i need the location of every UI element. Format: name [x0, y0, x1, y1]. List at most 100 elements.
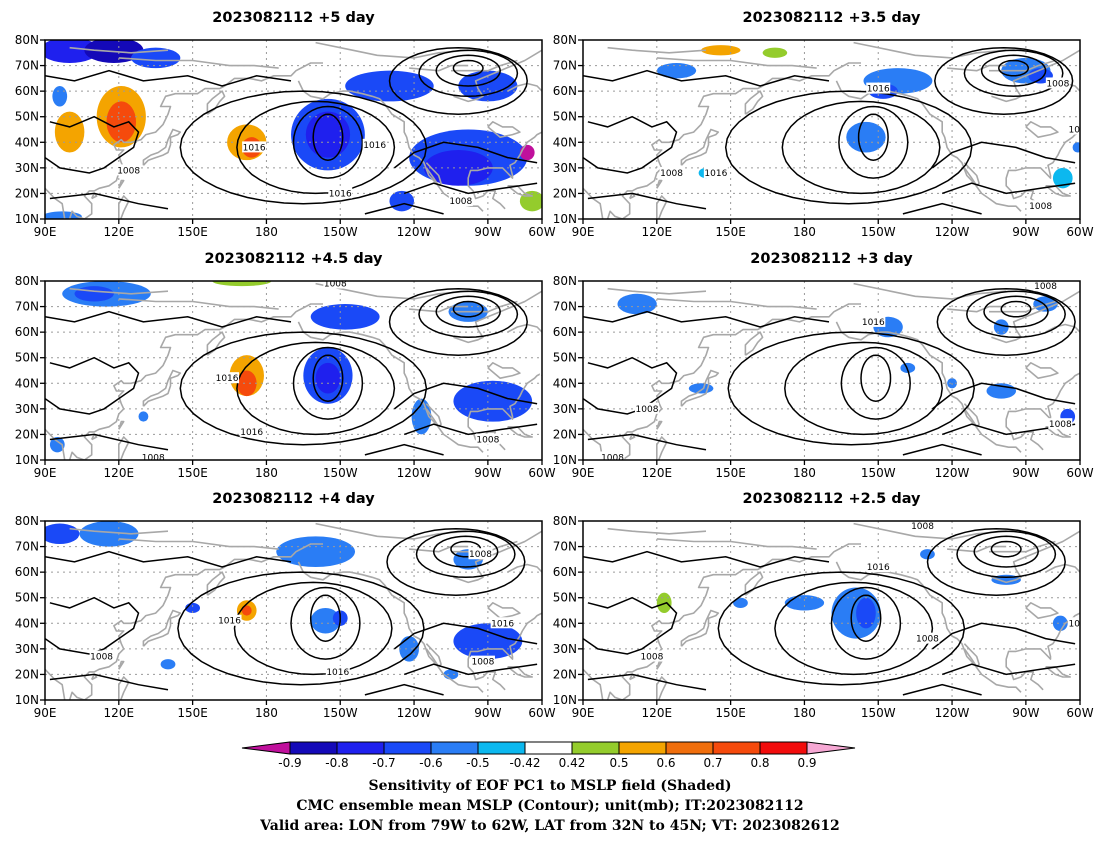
coastline — [1045, 323, 1080, 333]
map-area: 1008 1016 1016 1008 1008 — [583, 521, 1080, 700]
lat-tick-label: 70N — [553, 59, 577, 73]
coastline — [853, 522, 1007, 540]
panel-title: 2023082112 +3.5 day — [743, 10, 922, 26]
shade-patch — [701, 45, 741, 56]
contour-label-bg — [1028, 200, 1053, 212]
isobar — [860, 354, 892, 402]
isobar — [364, 202, 444, 215]
shade-patch — [617, 293, 657, 315]
lon-tick-label: 180 — [793, 466, 816, 480]
lon-tick-label: 120E — [642, 466, 673, 480]
isobar — [973, 535, 1039, 568]
panel-title: 2023082112 +2.5 day — [743, 491, 922, 507]
lat-tick-label: 10N — [15, 453, 39, 467]
lon-tick-label: 150E — [715, 706, 746, 720]
lon-tick-label: 180 — [255, 225, 278, 239]
shade-patch — [458, 70, 518, 102]
contour-label-bg — [448, 195, 473, 207]
shade-patch — [241, 605, 252, 616]
isobar — [364, 443, 444, 456]
colorbar-swatch — [571, 741, 620, 755]
sensitivity-shading — [617, 293, 1076, 425]
isobar — [902, 443, 982, 456]
lon-tick-label: 120W — [397, 706, 432, 720]
lat-tick-label: 80N — [15, 274, 39, 288]
lat-tick-label: 20N — [15, 186, 39, 200]
isobar — [45, 596, 140, 655]
lat-tick-label: 60N — [15, 325, 39, 339]
lon-tick-label: 90W — [1012, 706, 1039, 720]
contour-label-bg — [89, 650, 114, 662]
coastline — [118, 676, 130, 700]
isobar — [830, 586, 902, 660]
contour-label-bg — [141, 451, 166, 460]
isobar — [418, 49, 519, 98]
contour-label: 1016 — [540, 374, 563, 384]
isobar — [388, 46, 528, 115]
colorbar-swatch — [430, 741, 479, 755]
map-frame — [582, 280, 1081, 461]
coastline — [487, 121, 521, 138]
lon-tick-label: 120W — [935, 466, 970, 480]
colorbar-label: -0.42 — [509, 756, 540, 770]
shade-patch — [74, 286, 114, 302]
contour-label-bg — [116, 164, 141, 176]
isobar — [393, 382, 538, 410]
coastline — [45, 428, 66, 460]
isobar — [452, 59, 484, 77]
coastline — [656, 57, 817, 69]
contour-label-bg — [470, 655, 495, 667]
lon-tick-label: 120W — [935, 225, 970, 239]
contour-label: 1008 — [640, 653, 663, 663]
coastline — [206, 571, 226, 596]
shade-patch — [315, 362, 341, 394]
contour-label: 1008 — [324, 280, 347, 290]
lat-tick-label: 20N — [15, 667, 39, 681]
coastline — [453, 530, 542, 584]
isobar — [931, 382, 1076, 410]
isobar — [403, 663, 538, 676]
coastline — [656, 179, 663, 189]
coastline — [680, 128, 720, 166]
coastline — [853, 41, 1007, 59]
coastline — [1005, 131, 1080, 210]
lon-tick-label: 90E — [34, 225, 57, 239]
contour-label: 1008 — [142, 453, 165, 463]
coastline — [607, 527, 707, 535]
shade-patch — [305, 111, 351, 158]
isobar — [177, 571, 425, 686]
isobar — [727, 331, 975, 446]
isobar — [432, 535, 499, 568]
lat-tick-label: 70N — [553, 540, 577, 554]
colorbar-label: -0.8 — [325, 756, 348, 770]
lat-tick-label: 50N — [553, 591, 577, 605]
coastline — [628, 433, 636, 441]
isobar — [312, 354, 344, 402]
shade-patch — [79, 521, 139, 547]
coastline — [315, 41, 469, 59]
lat-tick-label: 70N — [15, 540, 39, 554]
lat-tick-label: 40N — [553, 376, 577, 390]
contour-label: 1008 — [1034, 282, 1057, 292]
contour-label: 1008 — [1049, 420, 1072, 430]
map-panel-1: 2023082112 +5 day 1016 1008 1016 1016 1008 90E… — [15, 10, 556, 239]
map-frame — [582, 520, 1081, 701]
isobar — [292, 346, 364, 420]
graticule — [583, 281, 1080, 460]
contour-label-bg — [1068, 617, 1080, 629]
coastline — [118, 420, 125, 430]
lon-tick-label: 120W — [935, 706, 970, 720]
mslp-contours — [583, 46, 1076, 215]
contour-label: 1016 — [243, 143, 266, 153]
shade-patch — [688, 383, 714, 394]
isobar — [393, 622, 538, 650]
contour-label: 1008 — [449, 197, 472, 207]
contour-label-bg — [1045, 77, 1070, 89]
contour-label-bg — [239, 425, 264, 437]
coastline — [118, 436, 130, 460]
lon-tick-label: 150E — [715, 225, 746, 239]
lat-tick-label: 10N — [553, 693, 577, 707]
colorbar-swatch — [665, 741, 714, 755]
isobar — [774, 581, 934, 676]
contour-label-bg — [539, 372, 542, 384]
